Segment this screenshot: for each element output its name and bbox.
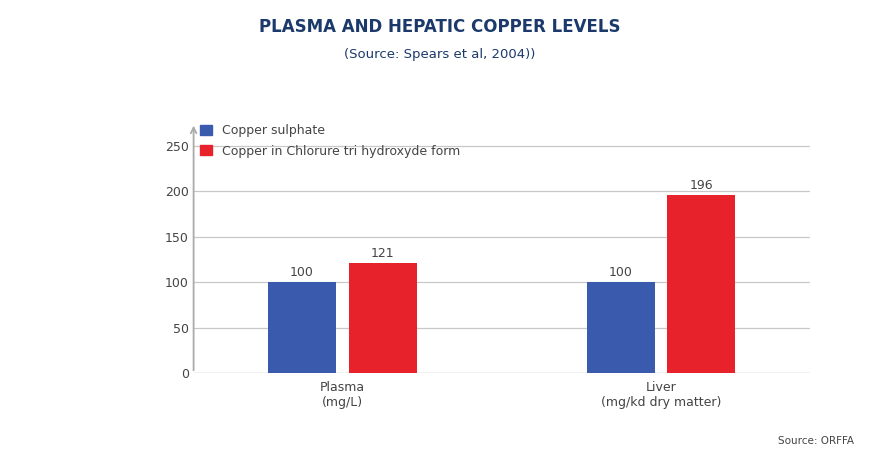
Text: 121: 121 [370, 247, 394, 260]
Bar [587, 282, 655, 373]
Text: PLASMA AND HEPATIC COPPER LEVELS: PLASMA AND HEPATIC COPPER LEVELS [260, 18, 620, 36]
Legend: Copper sulphate, Copper in Chlorure tri hydroxyde form: Copper sulphate, Copper in Chlorure tri … [200, 124, 460, 157]
Bar [348, 263, 416, 373]
Text: 196: 196 [689, 179, 713, 192]
Text: (Source: Spears et al, 2004)): (Source: Spears et al, 2004)) [344, 48, 536, 61]
Text: 100: 100 [609, 266, 633, 279]
Bar [268, 282, 336, 373]
Text: Source: ORFFA: Source: ORFFA [778, 436, 854, 446]
Text: 100: 100 [290, 266, 314, 279]
Bar [667, 195, 736, 373]
